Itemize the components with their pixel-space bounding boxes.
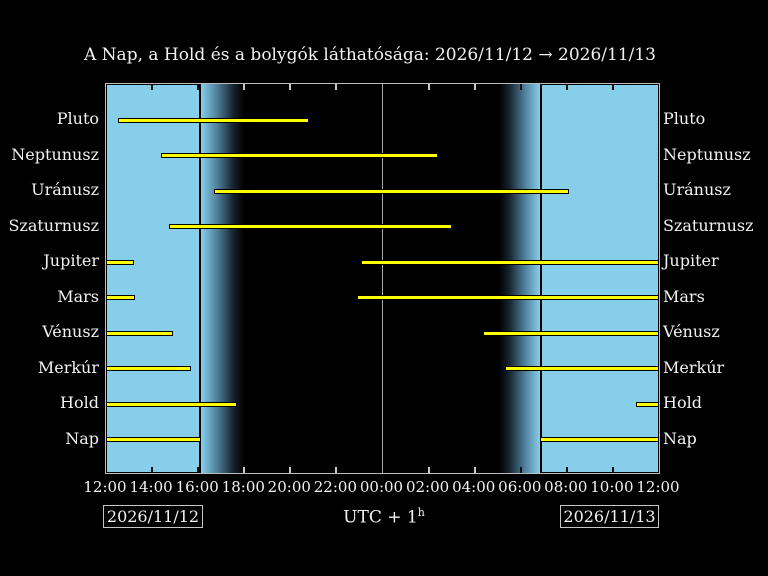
- planet-label-left-jupiter: Jupiter: [43, 251, 99, 270]
- x-axis-label-08-00: 08:00: [544, 478, 588, 496]
- axis-tick-bottom: [289, 467, 291, 473]
- dusk-twilight-gradient: [201, 84, 244, 473]
- visibility-bar-hold: [106, 401, 238, 407]
- plot-area: [105, 83, 660, 474]
- timezone-label: UTC + 1h: [284, 506, 484, 528]
- planet-label-right-jupiter: Jupiter: [663, 251, 719, 270]
- axis-tick-bottom: [520, 467, 522, 473]
- x-axis-label-20-00: 20:00: [267, 478, 311, 496]
- visibility-bar-vénusz: [106, 330, 173, 336]
- axis-tick-bottom: [566, 467, 568, 473]
- axis-tick-bottom: [474, 467, 476, 473]
- timezone-unit-superscript: h: [417, 506, 425, 519]
- x-axis-label-16-00: 16:00: [175, 478, 219, 496]
- visibility-bar-szaturnusz: [169, 224, 452, 229]
- x-axis-label-02-00: 02:00: [405, 478, 450, 496]
- date-box-start: 2026/11/12: [103, 505, 203, 528]
- date-box-end: 2026/11/13: [560, 505, 659, 528]
- planet-label-right-vénusz: Vénusz: [663, 322, 720, 341]
- timezone-text: UTC + 1: [343, 507, 418, 528]
- axis-tick-top: [197, 84, 199, 90]
- axis-tick-bottom: [151, 467, 153, 473]
- visibility-bar-nap: [106, 437, 202, 442]
- visibility-bar-uránusz: [214, 188, 570, 194]
- visibility-bar-jupiter: [106, 259, 134, 265]
- planet-label-left-nap: Nap: [65, 428, 99, 448]
- planet-label-left-neptunusz: Neptunusz: [11, 144, 99, 164]
- end-date-label: 2026/11/13: [563, 507, 656, 526]
- visibility-bar-hold: [636, 401, 659, 407]
- planet-label-right-hold: Hold: [663, 393, 702, 412]
- visibility-bar-neptunusz: [161, 153, 438, 158]
- visibility-bar-merkúr: [106, 366, 192, 371]
- x-axis-label-12-00: 12:00: [83, 478, 127, 496]
- x-axis-label-06-00: 06:00: [498, 478, 542, 496]
- axis-tick-top: [289, 84, 291, 90]
- axis-tick-top: [335, 84, 337, 90]
- x-axis-label-10-00: 10:00: [590, 478, 634, 496]
- axis-tick-top: [612, 84, 614, 90]
- visibility-bar-mars: [106, 295, 135, 300]
- visibility-bar-vénusz: [482, 330, 659, 336]
- planet-label-left-hold: Hold: [60, 393, 99, 412]
- axis-tick-bottom: [428, 467, 430, 473]
- axis-tick-top: [151, 84, 153, 90]
- dawn-twilight-gradient: [499, 84, 540, 473]
- axis-tick-bottom: [197, 467, 199, 473]
- planet-label-right-nap: Nap: [663, 428, 697, 448]
- visibility-bar-mars: [357, 295, 659, 300]
- x-axis-label-04-00: 04:00: [452, 478, 496, 496]
- day-region-evening: [106, 84, 201, 473]
- x-axis-label-22-00: 22:00: [313, 478, 357, 496]
- planet-label-left-szaturnusz: Szaturnusz: [8, 215, 99, 235]
- planet-label-left-uránusz: Uránusz: [31, 180, 99, 199]
- planet-label-left-pluto: Pluto: [56, 109, 99, 128]
- axis-tick-bottom: [335, 467, 337, 473]
- start-date-label: 2026/11/12: [106, 507, 200, 526]
- visibility-bar-pluto: [117, 117, 309, 123]
- planet-label-right-merkúr: Merkúr: [663, 357, 725, 377]
- axis-tick-top: [566, 84, 568, 90]
- axis-tick-top: [243, 84, 245, 90]
- chart-title: A Nap, a Hold és a bolygók láthatósága: …: [84, 45, 656, 65]
- axis-tick-top: [428, 84, 430, 90]
- x-axis-label-18-00: 18:00: [221, 478, 265, 496]
- x-axis-label-14-00: 14:00: [129, 478, 173, 496]
- axis-tick-bottom: [612, 467, 614, 473]
- visibility-bar-merkúr: [504, 366, 659, 371]
- planet-label-right-szaturnusz: Szaturnusz: [663, 215, 754, 235]
- planet-label-right-pluto: Pluto: [663, 109, 706, 128]
- planet-label-left-vénusz: Vénusz: [42, 322, 99, 341]
- planet-label-right-neptunusz: Neptunusz: [663, 144, 751, 164]
- planet-label-left-merkúr: Merkúr: [37, 357, 99, 377]
- axis-tick-top: [520, 84, 522, 90]
- visibility-bar-jupiter: [360, 259, 659, 265]
- day-region-morning: [540, 84, 659, 473]
- planet-label-right-uránusz: Uránusz: [663, 180, 731, 199]
- planet-label-right-mars: Mars: [663, 286, 705, 306]
- x-axis-label-00-00: 00:00: [359, 478, 404, 496]
- visibility-bar-nap: [540, 437, 659, 442]
- axis-tick-bottom: [243, 467, 245, 473]
- x-axis-label-12-00: 12:00: [636, 478, 680, 496]
- midnight-line: [382, 84, 383, 473]
- axis-tick-top: [474, 84, 476, 90]
- planet-label-left-mars: Mars: [57, 286, 99, 306]
